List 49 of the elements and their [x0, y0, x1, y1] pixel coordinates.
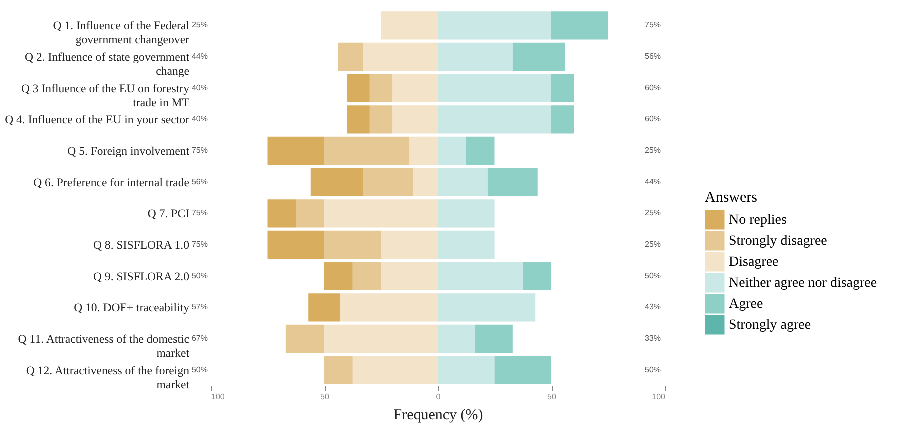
text: 75%: [192, 208, 208, 218]
annotation: 25%: [645, 146, 662, 155]
text: 75%: [192, 240, 208, 249]
legend-label: Strongly disagree: [729, 234, 828, 249]
text: 57%: [192, 302, 208, 312]
text: 75%: [192, 146, 208, 155]
text: 56%: [192, 177, 208, 186]
text: 67%: [192, 334, 208, 343]
y-tick-label: Q 9. SISFLORA 2.0: [93, 269, 190, 284]
text: 40%: [192, 114, 208, 124]
text: 50%: [192, 271, 208, 280]
y-tick-label: Q 10. DOF+ traceability: [74, 300, 190, 315]
x-tick-label: 0: [436, 392, 442, 402]
x-axis-title: Frequency (%): [394, 408, 484, 424]
annotation: 60%: [645, 83, 662, 92]
annotation: 75%: [645, 20, 662, 30]
y-tick-label: Q 5. Foreign involvement: [68, 144, 190, 158]
annotation: 60%: [645, 114, 662, 124]
text: 25%: [192, 20, 208, 30]
legend-label: No replies: [729, 213, 787, 228]
y-tick-label: Q 1. Influence of the Federal government changeover: [53, 18, 190, 47]
legend-label: Strongly agree: [729, 318, 812, 333]
y-tick-label: Q 3 Influence of the EU on forestry trade in MT: [21, 81, 190, 110]
annotation: 25%: [645, 240, 662, 249]
annotation: 25%: [645, 208, 662, 218]
legend-label: Disagree: [729, 255, 779, 270]
y-tick-label: Q 11. Attractiveness of the domestic market: [18, 332, 190, 360]
text: 40%: [192, 83, 208, 92]
y-tick-label: Q 7. PCI: [148, 206, 190, 221]
y-tick-label: Q 12. Attractiveness of the foreign market: [26, 363, 190, 392]
annotation: 50%: [645, 365, 662, 374]
y-tick-label: Q 6. Preference for internal trade: [34, 175, 190, 190]
annotation: 43%: [645, 302, 662, 312]
y-tick-label: Q 4. Influence of the EU in your sector: [5, 112, 190, 127]
x-tick-label: 50: [320, 392, 330, 402]
legend-title: Answers: [705, 190, 758, 206]
legend-label: Agree: [729, 297, 764, 312]
text: 50%: [192, 365, 208, 374]
y-tick-label: Q 2. Influence of state government change: [25, 50, 190, 78]
x-tick-label: 100: [212, 392, 226, 402]
annotation: 33%: [645, 334, 662, 343]
annotation: 56%: [645, 52, 662, 61]
annotation: 50%: [645, 271, 662, 280]
text: 44%: [192, 52, 208, 61]
legend-label: Neither agree nor disagree: [729, 276, 878, 291]
x-tick-label: 100: [652, 392, 666, 402]
y-tick-label: Q 8. SISFLORA 1.0: [93, 238, 190, 252]
x-tick-label: 50: [548, 392, 557, 402]
annotation: 44%: [645, 177, 662, 186]
